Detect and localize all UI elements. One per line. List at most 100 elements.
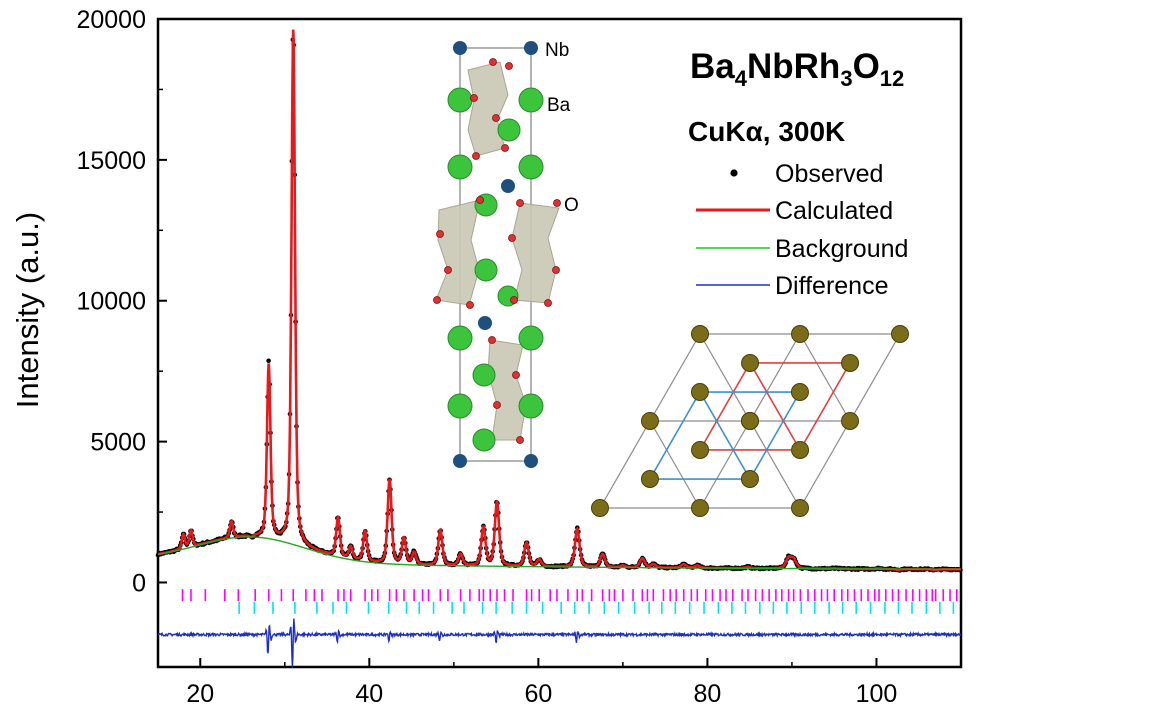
o-atom	[476, 196, 484, 204]
measurement-conditions: CuKα, 300K	[688, 116, 845, 147]
o-atom	[544, 299, 552, 307]
rh-atom	[790, 383, 809, 402]
o-atom	[489, 58, 497, 66]
atom-label-o: O	[564, 195, 579, 216]
rh-atom	[691, 499, 709, 517]
o-atom	[512, 371, 520, 379]
o-atom	[493, 401, 501, 409]
ba-atom	[474, 258, 498, 282]
ba-atom	[518, 154, 544, 180]
nb-atom	[478, 316, 492, 330]
rh-atom	[741, 353, 760, 372]
formula-sub-3: 3	[840, 66, 852, 91]
ba-atom	[447, 393, 473, 419]
o-atom	[552, 266, 560, 274]
ba-atom	[447, 325, 473, 351]
legend-background-label: Background	[775, 235, 908, 263]
blue-sublattice-line	[749, 391, 801, 480]
ba-atom	[518, 393, 544, 419]
formula-sub-4: 4	[735, 66, 748, 91]
lattice-grid-line	[649, 420, 701, 509]
o-atom	[516, 436, 524, 444]
triangular-lattice-inset	[591, 325, 909, 517]
bragg-markers	[181, 589, 958, 614]
o-atom	[508, 234, 516, 242]
rh-atom	[891, 325, 909, 343]
rh-atom	[841, 353, 860, 372]
compound-formula: Ba4NbRh3O12	[690, 47, 904, 91]
o-atom	[436, 230, 444, 238]
ba-atom	[447, 87, 473, 113]
octahedron	[511, 202, 560, 304]
rh-atom	[691, 440, 710, 459]
y-tick-label: 15000	[76, 147, 146, 175]
nb-atom	[524, 41, 538, 55]
o-atom	[466, 301, 474, 309]
o-atom	[488, 336, 496, 344]
o-atom	[433, 296, 441, 304]
octahedron	[487, 339, 527, 441]
red-sublattice-line	[699, 362, 751, 451]
legend-observed-marker	[730, 169, 738, 177]
legend-calculated-label: Calculated	[775, 197, 893, 225]
lattice-grid-line	[799, 333, 851, 422]
formula-sub-12: 12	[880, 66, 904, 91]
y-tick-label: 10000	[76, 288, 146, 316]
crystal-structure-inset: Nb Ba O	[433, 40, 579, 468]
ba-atom	[472, 363, 496, 387]
rh-atom	[690, 383, 709, 402]
formula-o: O	[853, 47, 880, 86]
nb-atoms	[453, 41, 538, 468]
blue-sublattice-line	[699, 391, 751, 480]
x-tick-label: 40	[355, 680, 383, 708]
o-atom	[505, 62, 513, 70]
rh-atom	[591, 499, 609, 517]
octahedron	[467, 61, 509, 157]
rh-atom	[741, 412, 759, 430]
red-sublattice-line	[749, 362, 801, 451]
legend-observed-label: Observed	[775, 160, 883, 188]
rh-atom	[791, 499, 809, 517]
rh-atom	[640, 470, 659, 489]
plot-frame	[156, 17, 963, 669]
nb-atom	[453, 454, 467, 468]
formula-nbrh: NbRh	[747, 47, 840, 86]
o-atom	[553, 199, 561, 207]
o-atoms	[433, 58, 561, 444]
nb-atom	[524, 454, 538, 468]
y-tick-label: 0	[132, 569, 146, 597]
o-atom	[470, 94, 478, 102]
x-tick-label: 20	[186, 680, 214, 708]
blue-sublattice-line	[649, 391, 701, 480]
o-atom	[510, 296, 518, 304]
legend: Observed Calculated Background Differenc…	[696, 160, 908, 300]
octahedron	[435, 199, 481, 306]
rh-atom	[791, 440, 810, 459]
o-atom	[472, 152, 480, 160]
y-tick-label: 20000	[76, 6, 146, 34]
rh-atom	[691, 325, 709, 343]
y-tick-label: 5000	[90, 429, 146, 457]
formula-ba: Ba	[690, 47, 735, 86]
o-atom	[516, 199, 524, 207]
rh-atom	[791, 325, 809, 343]
axis-ticks: 20 40 60 80 100 0 5000 10000 15000 20000	[76, 6, 962, 708]
x-tick-label: 100	[856, 680, 898, 708]
atom-label-ba: Ba	[547, 95, 571, 116]
ba-atom	[447, 154, 473, 180]
background-series-line	[158, 536, 961, 570]
y-axis-label: Intensity (a.u.)	[10, 212, 45, 408]
atom-label-nb: Nb	[545, 40, 569, 61]
x-tick-label: 60	[524, 680, 552, 708]
nb-atom	[453, 41, 467, 55]
ba-atom	[518, 87, 544, 113]
legend-difference-label: Difference	[775, 272, 889, 300]
observed-point	[266, 358, 271, 364]
nb-atom	[501, 179, 515, 193]
o-atom	[501, 144, 509, 152]
ba-atom	[472, 428, 496, 452]
ba-atoms	[447, 87, 544, 452]
o-atom	[492, 114, 500, 122]
difference-series-line	[157, 618, 962, 668]
